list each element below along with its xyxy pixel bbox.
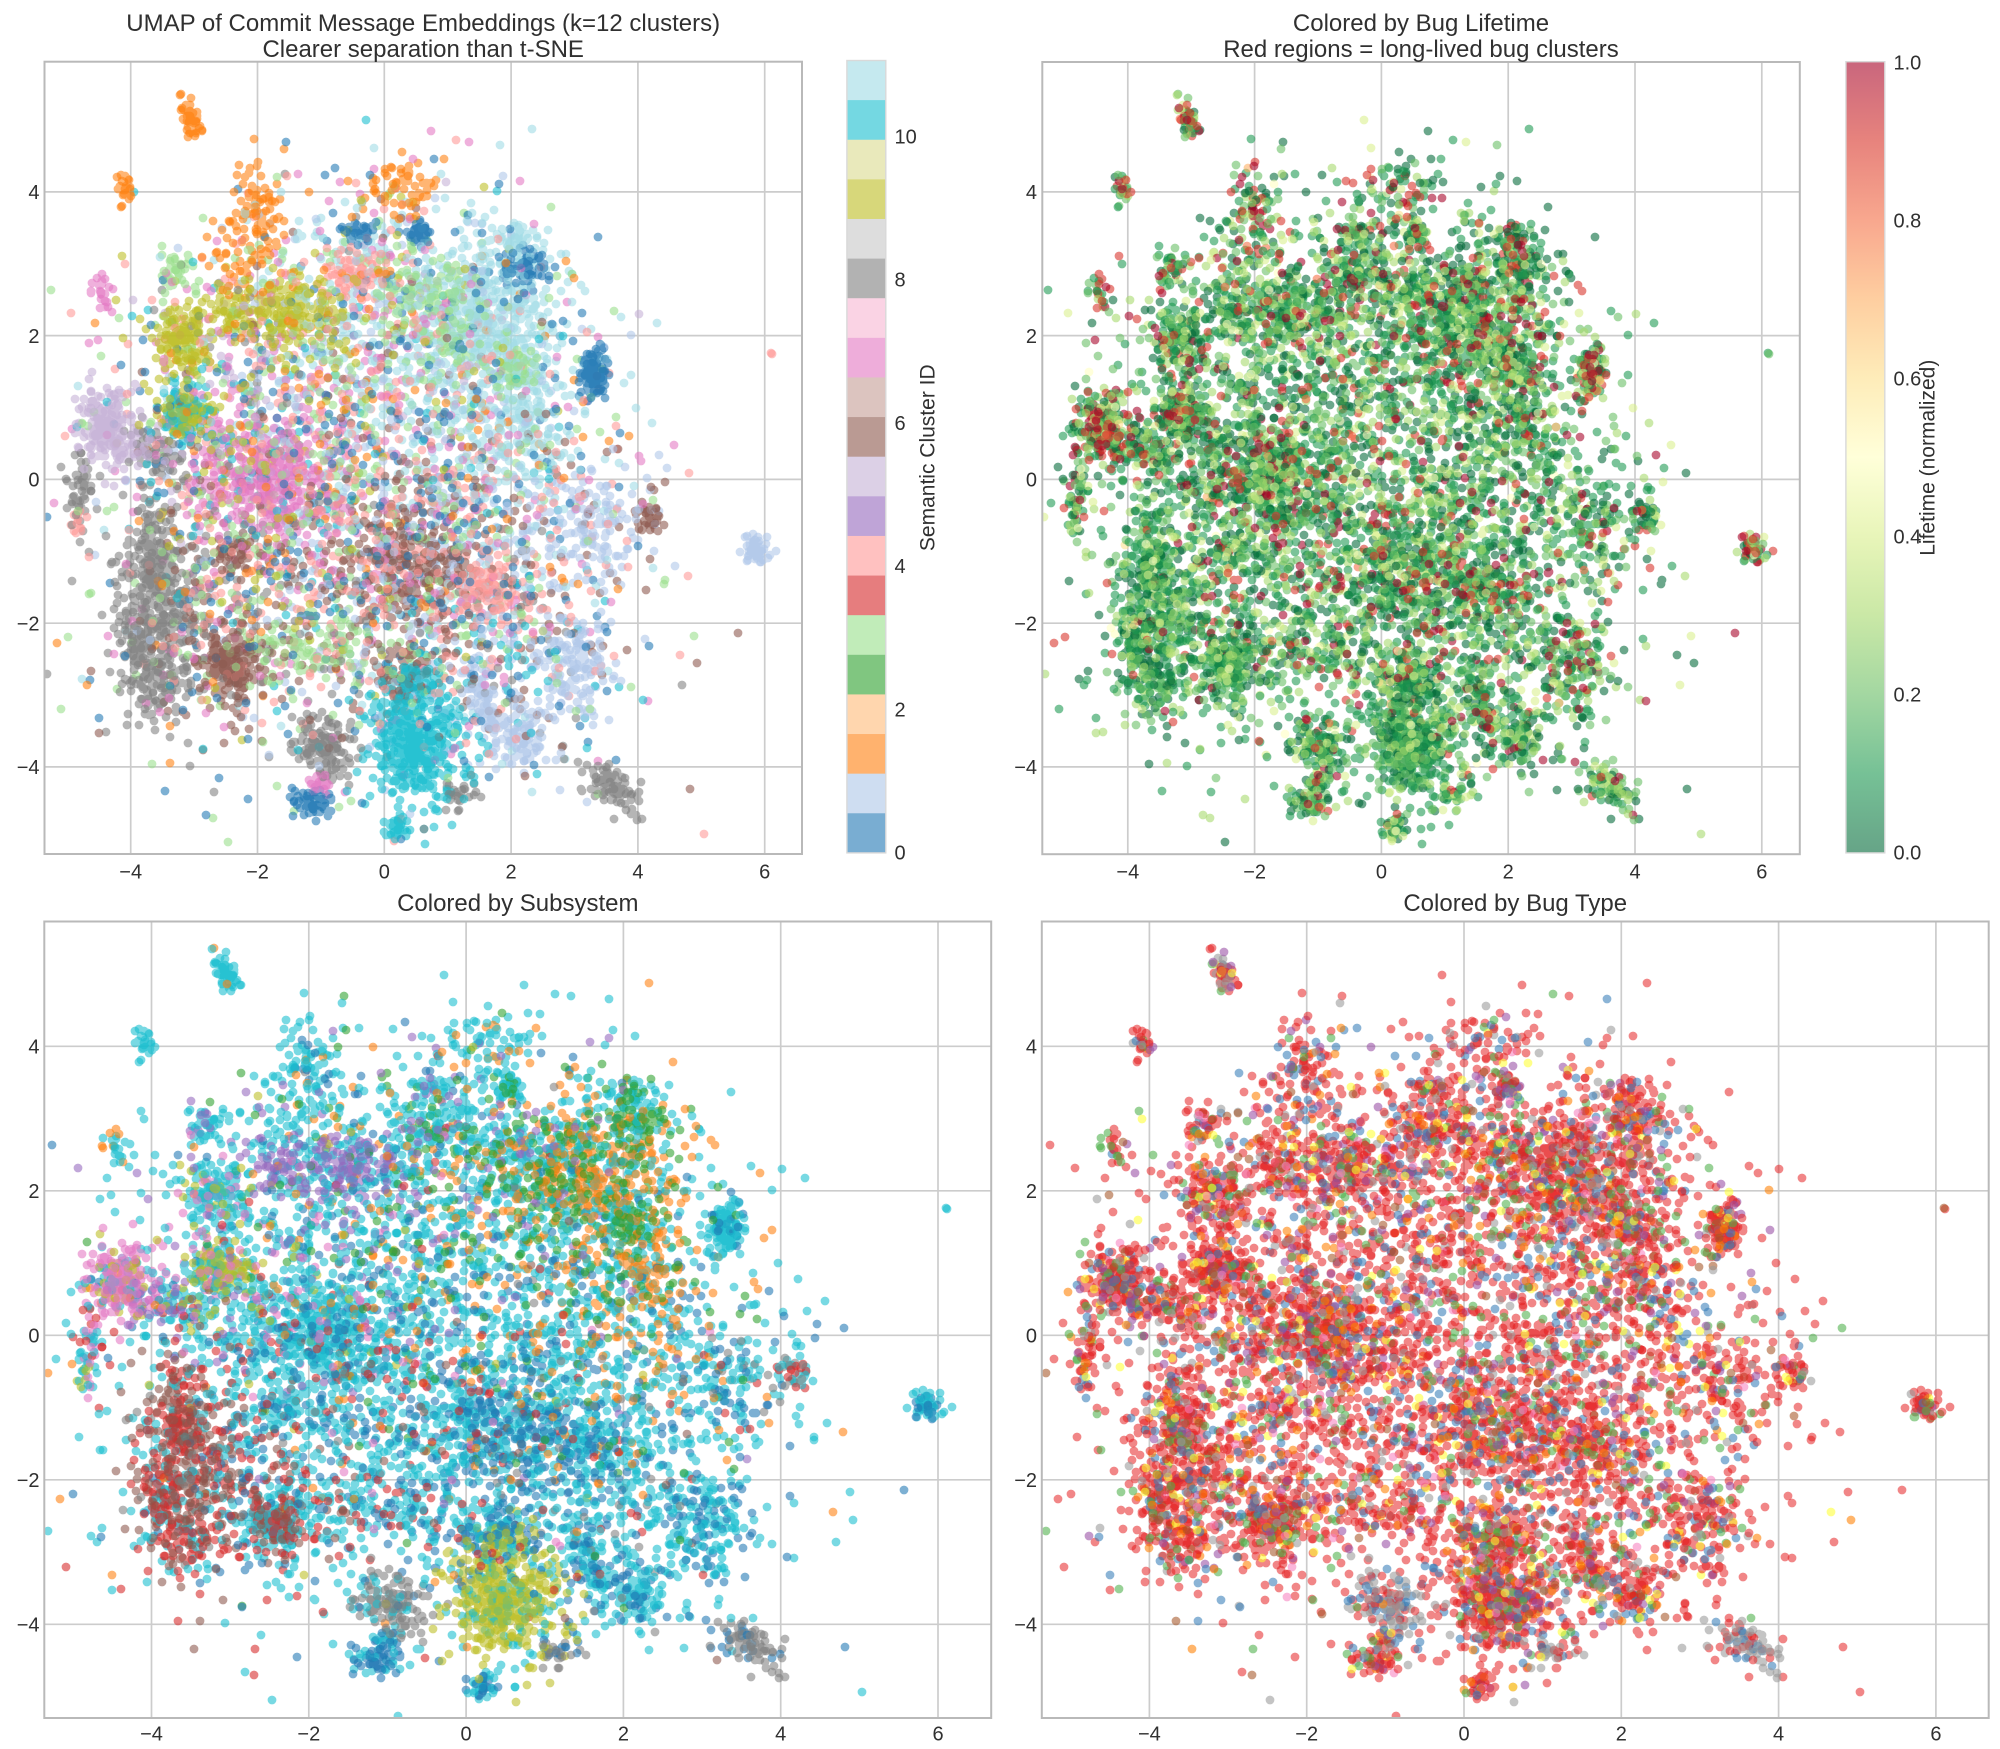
svg-text:6: 6 (759, 862, 770, 884)
svg-text:−4: −4 (17, 1615, 40, 1637)
svg-text:4: 4 (1026, 1037, 1037, 1059)
svg-text:8: 8 (895, 270, 906, 292)
svg-text:2: 2 (28, 1181, 39, 1203)
svg-text:2: 2 (506, 862, 517, 884)
svg-text:0.4: 0.4 (1894, 527, 1922, 549)
svg-text:UMAP of Commit Message Embeddi: UMAP of Commit Message Embeddings (k=12 … (126, 10, 720, 37)
svg-text:4: 4 (895, 556, 906, 578)
svg-text:6: 6 (932, 1724, 943, 1746)
svg-text:4: 4 (1773, 1724, 1784, 1746)
svg-text:4: 4 (632, 862, 643, 884)
svg-text:0: 0 (28, 470, 39, 492)
svg-text:−4: −4 (119, 862, 142, 884)
svg-text:2: 2 (618, 1724, 629, 1746)
svg-text:−2: −2 (246, 862, 269, 884)
svg-text:10: 10 (895, 127, 917, 149)
svg-text:Red regions = long-lived bug c: Red regions = long-lived bug clusters (1223, 36, 1619, 63)
svg-text:Colored by Bug Lifetime: Colored by Bug Lifetime (1293, 10, 1549, 37)
svg-text:0.0: 0.0 (1894, 843, 1922, 865)
svg-text:1.0: 1.0 (1894, 53, 1922, 75)
svg-text:Clearer separation than t-SNE: Clearer separation than t-SNE (262, 36, 584, 63)
svg-text:−4: −4 (1116, 862, 1139, 884)
svg-text:0.6: 0.6 (1894, 369, 1922, 391)
svg-text:−4: −4 (17, 757, 40, 779)
svg-text:0: 0 (28, 1326, 39, 1348)
svg-text:Semantic Cluster ID: Semantic Cluster ID (917, 364, 940, 551)
svg-text:6: 6 (1756, 862, 1767, 884)
svg-text:Colored by Subsystem: Colored by Subsystem (397, 890, 638, 917)
svg-text:2: 2 (1503, 862, 1514, 884)
svg-text:4: 4 (775, 1724, 786, 1746)
svg-text:0: 0 (1026, 1326, 1037, 1348)
svg-text:4: 4 (1026, 182, 1037, 204)
svg-text:−2: −2 (1014, 1470, 1037, 1492)
svg-text:−2: −2 (1014, 613, 1037, 635)
svg-text:2: 2 (1026, 326, 1037, 348)
svg-text:−2: −2 (17, 1470, 40, 1492)
svg-text:0: 0 (379, 862, 390, 884)
svg-text:4: 4 (1629, 862, 1640, 884)
svg-text:4: 4 (28, 1037, 39, 1059)
svg-text:−2: −2 (1243, 862, 1266, 884)
svg-text:−2: −2 (1295, 1724, 1318, 1746)
svg-text:−2: −2 (17, 613, 40, 635)
svg-text:4: 4 (28, 182, 39, 204)
svg-text:−2: −2 (297, 1724, 320, 1746)
svg-text:−4: −4 (1014, 757, 1037, 779)
svg-text:6: 6 (895, 413, 906, 435)
svg-text:−4: −4 (140, 1724, 163, 1746)
svg-text:0: 0 (1376, 862, 1387, 884)
svg-text:2: 2 (895, 699, 906, 721)
svg-text:−4: −4 (1138, 1724, 1161, 1746)
svg-text:−4: −4 (1014, 1615, 1037, 1637)
svg-text:0.8: 0.8 (1894, 211, 1922, 233)
svg-text:0: 0 (461, 1724, 472, 1746)
svg-text:Colored by Bug Type: Colored by Bug Type (1403, 890, 1627, 917)
svg-text:0.2: 0.2 (1894, 685, 1922, 707)
svg-text:2: 2 (1616, 1724, 1627, 1746)
svg-text:0: 0 (1458, 1724, 1469, 1746)
svg-text:Lifetime (normalized): Lifetime (normalized) (1917, 360, 1940, 556)
svg-text:0: 0 (1026, 470, 1037, 492)
svg-text:0: 0 (895, 843, 906, 865)
svg-text:6: 6 (1930, 1724, 1941, 1746)
svg-text:2: 2 (1026, 1181, 1037, 1203)
svg-text:2: 2 (28, 326, 39, 348)
